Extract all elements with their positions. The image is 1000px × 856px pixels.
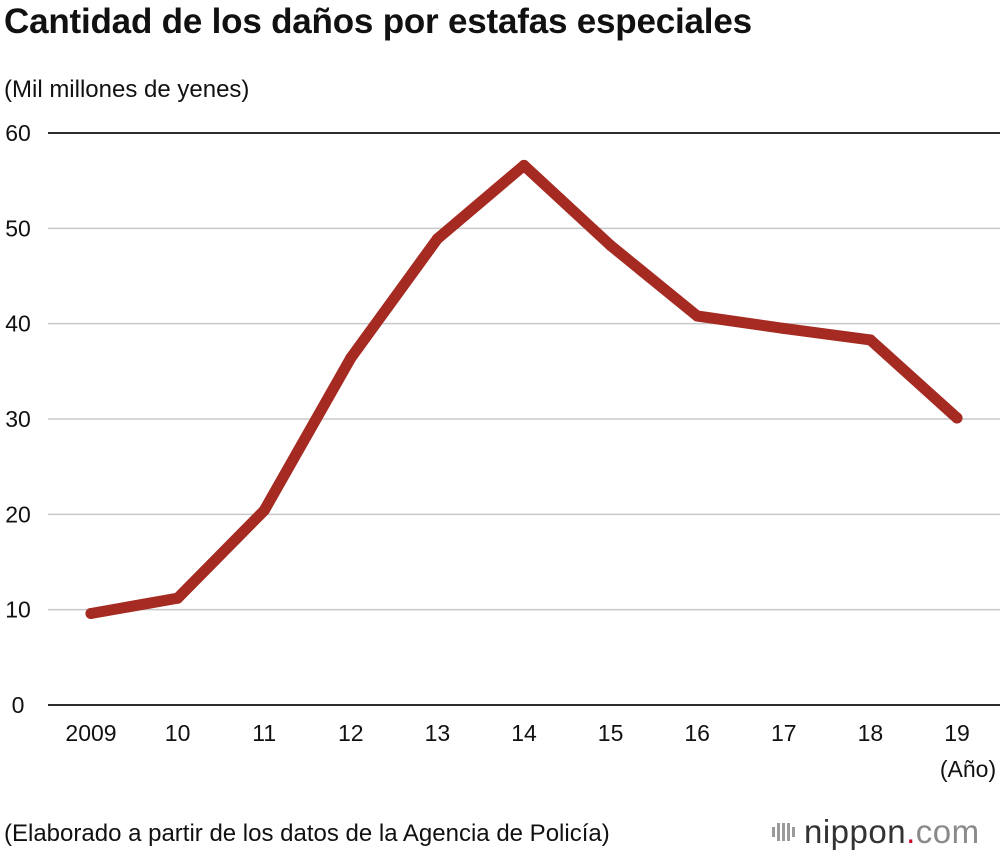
logo-brand: nippon [804, 813, 907, 850]
nippon-logo-wordmark: nippon.com [804, 813, 980, 851]
y-tick-labels: 0 10 20 30 40 50 60 [5, 120, 31, 718]
x-tick-label: 11 [252, 720, 276, 746]
nippon-logo[interactable]: nippon.com [770, 812, 980, 852]
chart-title: Cantidad de los daños por estafas especi… [4, 2, 752, 41]
x-tick-label: 17 [771, 720, 797, 746]
x-tick-label: 19 [944, 720, 970, 746]
x-tick-label: 14 [511, 720, 537, 746]
x-tick-label: 10 [165, 720, 191, 746]
data-point-12 [345, 352, 357, 364]
data-point-2009 [85, 607, 97, 619]
data-point-11 [258, 505, 270, 517]
data-point-14 [518, 159, 530, 171]
x-tick-label: 2009 [65, 720, 116, 746]
y-tick-label: 50 [5, 215, 31, 241]
series [85, 159, 963, 619]
x-tick-label: 16 [684, 720, 710, 746]
y-tick-label: 40 [5, 311, 31, 337]
data-point-18 [864, 334, 876, 346]
x-axis-unit-label: (Año) [940, 756, 996, 782]
x-tick-label: 12 [338, 720, 364, 746]
logo-tld: com [915, 813, 980, 850]
series-line [85, 159, 963, 619]
line-chart: 0 10 20 30 40 50 60 2009 10 11 12 13 14 15 16 17 18 19 (… [5, 120, 1000, 782]
data-point-15 [605, 239, 617, 251]
x-tick-label: 15 [598, 720, 624, 746]
gridlines [48, 132, 1000, 706]
y-tick-label: 20 [5, 501, 31, 527]
data-point-16 [691, 310, 703, 322]
data-point-10 [172, 592, 184, 604]
x-tick-labels: 2009 10 11 12 13 14 15 16 17 18 19 [65, 720, 969, 746]
y-tick-label: 10 [5, 597, 31, 623]
source-note: (Elaborado a partir de los datos de la A… [4, 820, 610, 847]
data-point-17 [778, 322, 790, 334]
nippon-logo-icon [772, 823, 795, 841]
logo-dot: . [906, 813, 916, 850]
x-tick-label: 13 [425, 720, 451, 746]
x-tick-label: 18 [858, 720, 884, 746]
y-axis-unit-label: (Mil millones de yenes) [4, 76, 250, 103]
y-tick-label: 30 [5, 406, 31, 432]
y-tick-label: 60 [5, 120, 31, 146]
data-point-19 [951, 412, 963, 424]
y-tick-label: 0 [12, 692, 25, 718]
data-point-13 [431, 233, 443, 245]
